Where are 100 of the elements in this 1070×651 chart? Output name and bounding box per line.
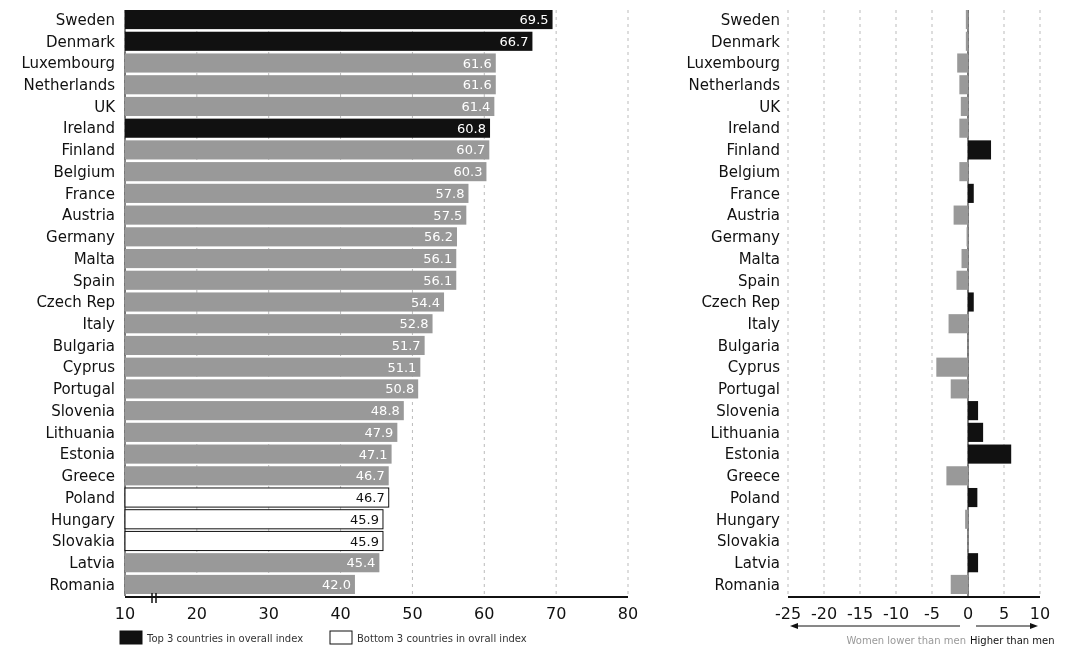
data-label: 57.8 [435,185,465,201]
x-tick-label: -5 [924,604,940,623]
data-label: 50.8 [385,381,415,397]
y-tick-label: Belgium [718,162,780,181]
text: Higher than men [970,635,1055,646]
data-label: 56.1 [423,272,453,288]
y-tick-label: Denmark [46,32,116,51]
bar [956,270,968,290]
y-tick-label: Finland [726,141,780,160]
y-tick-label: Netherlands [23,75,116,94]
x-tick-label: 0 [962,604,974,623]
data-label: 47.1 [358,446,388,462]
y-tick-label: Sweden [55,10,115,29]
x-tick-label: 10 [114,604,136,623]
y-tick-label: France [65,184,115,203]
y-tick-label: Latvia [69,553,115,572]
data-label: 56.2 [424,229,453,245]
x-tick-label: -20 [810,604,838,623]
y-tick-label: Finland [61,141,115,160]
y-tick-label: UK [94,97,117,116]
y-tick-label: Spain [738,271,780,290]
data-label: 46.7 [355,468,385,484]
y-tick-label: Germany [46,228,116,247]
x-tick-label: 5 [998,604,1010,623]
y-tick-label: Greece [61,467,115,486]
y-tick-label: UK [759,97,782,116]
y-tick-label: Ireland [63,119,115,138]
y-tick-label: Portugal [717,380,780,399]
data-label: 66.7 [499,33,529,49]
y-tick-label: Spain [73,271,115,290]
legend-label: Bottom 3 countries in ovrall index [357,633,527,644]
y-tick-label: Cyprus [62,358,116,377]
y-tick-label: Slovakia [52,532,115,551]
data-label: 69.5 [519,12,549,28]
bar [965,10,968,30]
y-tick-label: Estonia [724,445,780,464]
y-tick-label: Luxembourg [21,54,115,73]
data-label: 45.4 [346,555,376,571]
y-tick-label: Czech Rep [701,293,780,312]
data-label: 57.5 [433,207,463,223]
data-label: 60.7 [456,142,486,158]
data-label: 46.7 [355,490,385,506]
x-tick-label: 20 [186,604,208,623]
y-tick-label: Germany [711,228,781,247]
y-tick-label: Denmark [711,32,781,51]
y-tick-label: Latvia [734,553,780,572]
y-tick-label: Cyprus [727,358,781,377]
bar [946,466,968,486]
y-tick-label: Sweden [720,10,780,29]
data-label: 61.6 [462,77,492,93]
x-tick-label: -25 [774,604,802,623]
bar [959,162,968,182]
x-tick-label: 50 [402,604,423,623]
text: Women lower than men [846,635,966,646]
bar [936,357,968,377]
data-label: 61.6 [462,55,492,71]
y-tick-label: Romania [49,575,115,594]
x-tick-label: 30 [258,604,279,623]
bar [957,53,968,73]
x-tick-label: 70 [545,604,567,623]
y-tick-label: Belgium [53,162,115,181]
data-label: 52.8 [399,316,429,332]
y-tick-label: Slovenia [716,401,780,420]
bar [950,574,968,594]
data-label: 45.9 [350,533,379,549]
y-tick-label: Poland [64,488,115,507]
y-tick-label: Hungary [715,510,781,529]
data-label: 51.7 [391,338,421,353]
y-tick-label: Czech Rep [36,293,115,312]
y-tick-label: Italy [747,314,781,333]
legend-label: Top 3 countries in overall index [146,633,304,644]
y-tick-label: Portugal [52,380,115,399]
bar [959,75,968,95]
data-label: 61.4 [461,99,491,115]
data-label: 60.8 [457,120,487,136]
x-tick-label: -10 [882,604,910,623]
bar [961,248,968,269]
y-tick-label: France [730,184,780,203]
bar [965,509,968,529]
bar [960,96,968,117]
y-tick-label: Austria [727,206,780,225]
data-label: 54.4 [411,294,441,310]
x-tick-label: 10 [1029,604,1051,623]
data-label: 45.9 [350,511,379,527]
y-tick-label: Estonia [59,445,115,464]
y-tick-label: Bulgaria [52,336,115,355]
x-tick-label: 40 [330,604,351,623]
y-tick-label: Greece [726,467,780,486]
data-label: 51.1 [387,359,417,375]
y-tick-label: Romania [714,575,780,594]
y-tick-label: Malta [73,249,115,268]
data-label: 42.0 [321,576,351,592]
y-tick-label: Slovenia [51,401,115,420]
bar [965,31,968,51]
data-label: 48.8 [370,403,400,419]
bar [953,205,968,225]
data-label: 56.1 [423,251,453,267]
x-tick-label: -15 [846,604,874,623]
y-tick-label: Austria [62,206,115,225]
x-tick-label: 60 [474,604,495,623]
